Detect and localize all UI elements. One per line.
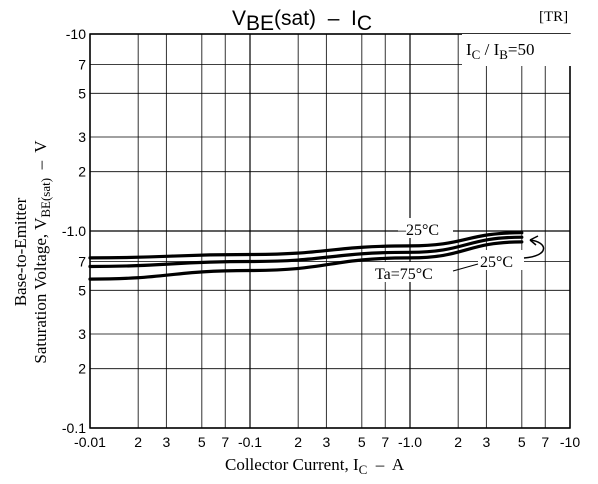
title-sub2: C [357,12,372,35]
xlabel-post: – A [367,455,405,474]
x-tick-label: 3 [322,434,330,450]
condition-b-sub: B [499,47,508,62]
curl-arrowhead [529,235,539,246]
x-tick-label: 2 [294,434,302,450]
chart-tag: [TR] [539,9,568,25]
ylabel-line2: Saturation Voltage, VBE(sat) – V [31,140,53,364]
series-line-0 [88,231,524,260]
x-tick-label: 5 [518,434,526,450]
y-tick-label: 3 [78,326,86,342]
y-tick-label: -0.1 [62,420,86,436]
x-tick-label: 3 [162,434,170,450]
label-bg-75 [373,262,453,282]
condition-mid: / I [480,40,499,59]
condition-box [462,34,574,66]
series-line-1 [88,235,524,269]
x-axis-label: Collector Current, IC – A [225,455,405,477]
x-tick-labels: -0.01 2 3 5 7 -0.1 2 3 5 7 -1.0 2 3 5 7 -10 [74,434,580,450]
x-tick-label: 7 [221,434,229,450]
plot-frame [89,33,571,429]
ylabel-line2-pre: Saturation Voltage, V [31,217,50,364]
y-tick-labels: -0.1 2 3 5 7 -1.0 2 3 5 7 -10 [62,26,86,436]
x-tick-label: 3 [482,434,490,450]
series-label-25: 25°C [480,254,513,271]
xlabel-sub: C [359,462,368,477]
y-tick-label: 3 [78,129,86,145]
condition-label: IC / IB=50 [466,40,535,62]
series-label-75: Ta=75°C [375,266,433,283]
y-tick-label: 7 [78,57,86,73]
grid [89,33,571,429]
y-tick-label: 7 [78,254,86,270]
x-tick-label: -0.01 [74,434,106,450]
ylabel-line1: Base-to-Emitter [11,197,30,306]
y-tick-label: 5 [78,85,86,101]
condition-a: I [466,40,472,59]
series-line-2 [88,240,524,281]
ylabel-line2-sub: BE(sat) [38,178,53,218]
chart-title: VBE(sat) – IC [232,7,372,35]
title-rest: (sat) – I [274,7,357,30]
condition-a-sub: C [472,47,481,62]
leader-line-75 [452,263,479,272]
series-label-m25: –25°C [397,222,439,239]
y-axis-label: Base-to-Emitter Saturation Voltage, VBE(… [11,140,53,364]
y-tick-label: -1.0 [62,223,86,239]
x-tick-label: 7 [541,434,549,450]
title-sub: BE [246,12,274,35]
ylabel-line2-post: – V [31,140,50,178]
title-main: V [232,7,246,30]
series-lines [88,231,524,281]
x-tick-label: -1.0 [398,434,422,450]
x-tick-label: 2 [454,434,462,450]
x-tick-label: 7 [381,434,389,450]
y-tick-label: -10 [66,26,86,42]
y-tick-label: 2 [78,361,86,377]
y-tick-label: 2 [78,164,86,180]
x-tick-label: 5 [198,434,206,450]
label-bg-m25 [398,218,453,238]
y-tick-label: 5 [78,282,86,298]
x-tick-label: 2 [134,434,142,450]
label-bg-25 [478,250,524,270]
xlabel-pre: Collector Current, I [225,455,359,474]
x-tick-label: -10 [560,434,580,450]
condition-rest: =50 [508,40,535,59]
x-tick-label: 5 [358,434,366,450]
x-tick-label: -0.1 [238,434,262,450]
curl-arrow [523,239,545,259]
